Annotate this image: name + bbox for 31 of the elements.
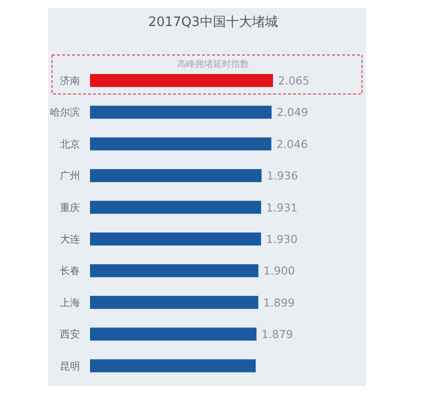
y-tick-label: 哈尔滨 [50,106,80,119]
bar [90,137,272,150]
y-tick-label: 北京 [60,138,80,150]
data-label: 2.065 [278,74,310,88]
data-label: 1.900 [263,264,295,278]
bar [90,106,272,119]
y-tick-label: 重庆 [60,202,80,214]
chart-subtitle: 高峰拥堵延时指数 [177,59,249,70]
data-label: 2.046 [276,138,308,151]
chart-title: 2017Q3中国十大堵城 [148,15,278,30]
data-label: 1.879 [262,328,294,342]
y-tick-label: 西安 [60,328,80,341]
data-label: 1.936 [266,170,298,183]
data-label: 1.931 [266,201,298,214]
y-tick-label: 广州 [60,170,80,182]
bar [90,328,257,341]
y-tick-label: 长春 [60,265,80,278]
bar [90,169,262,182]
y-tick-label: 济南 [60,75,80,87]
data-label: 1.930 [266,233,298,246]
bar [90,232,262,246]
y-tick-label: 上海 [60,296,80,309]
bar [90,359,256,372]
data-label: 1.899 [263,296,295,310]
bar [90,200,262,214]
y-tick-label: 昆明 [60,361,80,372]
bar [90,264,258,278]
bar [90,296,258,309]
bar [90,74,273,87]
data-label: 2.049 [276,106,308,120]
y-tick-label: 大连 [60,234,80,246]
